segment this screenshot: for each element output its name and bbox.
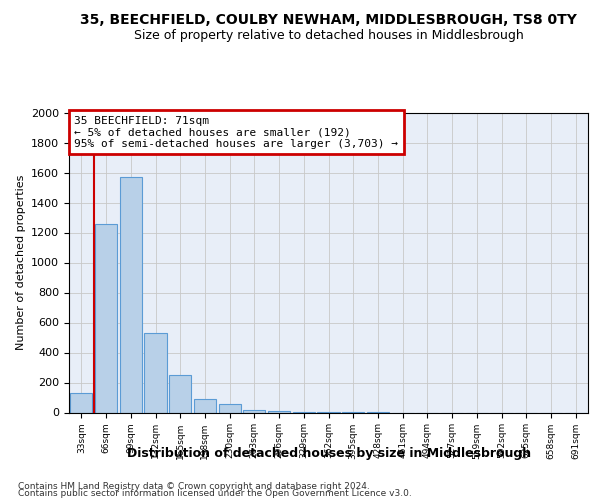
Text: Size of property relative to detached houses in Middlesbrough: Size of property relative to detached ho… bbox=[134, 29, 524, 42]
Bar bbox=[218, 404, 241, 412]
Bar bbox=[119, 177, 142, 412]
Text: Distribution of detached houses by size in Middlesbrough: Distribution of detached houses by size … bbox=[127, 448, 531, 460]
Bar bbox=[95, 224, 117, 412]
Text: 35, BEECHFIELD, COULBY NEWHAM, MIDDLESBROUGH, TS8 0TY: 35, BEECHFIELD, COULBY NEWHAM, MIDDLESBR… bbox=[80, 12, 577, 26]
Bar bbox=[169, 375, 191, 412]
Y-axis label: Number of detached properties: Number of detached properties bbox=[16, 175, 26, 350]
Text: 35 BEECHFIELD: 71sqm
← 5% of detached houses are smaller (192)
95% of semi-detac: 35 BEECHFIELD: 71sqm ← 5% of detached ho… bbox=[74, 116, 398, 148]
Bar bbox=[194, 399, 216, 412]
Bar bbox=[70, 393, 92, 412]
Bar bbox=[243, 410, 265, 412]
Text: Contains public sector information licensed under the Open Government Licence v3: Contains public sector information licen… bbox=[18, 490, 412, 498]
Text: Contains HM Land Registry data © Crown copyright and database right 2024.: Contains HM Land Registry data © Crown c… bbox=[18, 482, 370, 491]
Bar bbox=[145, 333, 167, 412]
